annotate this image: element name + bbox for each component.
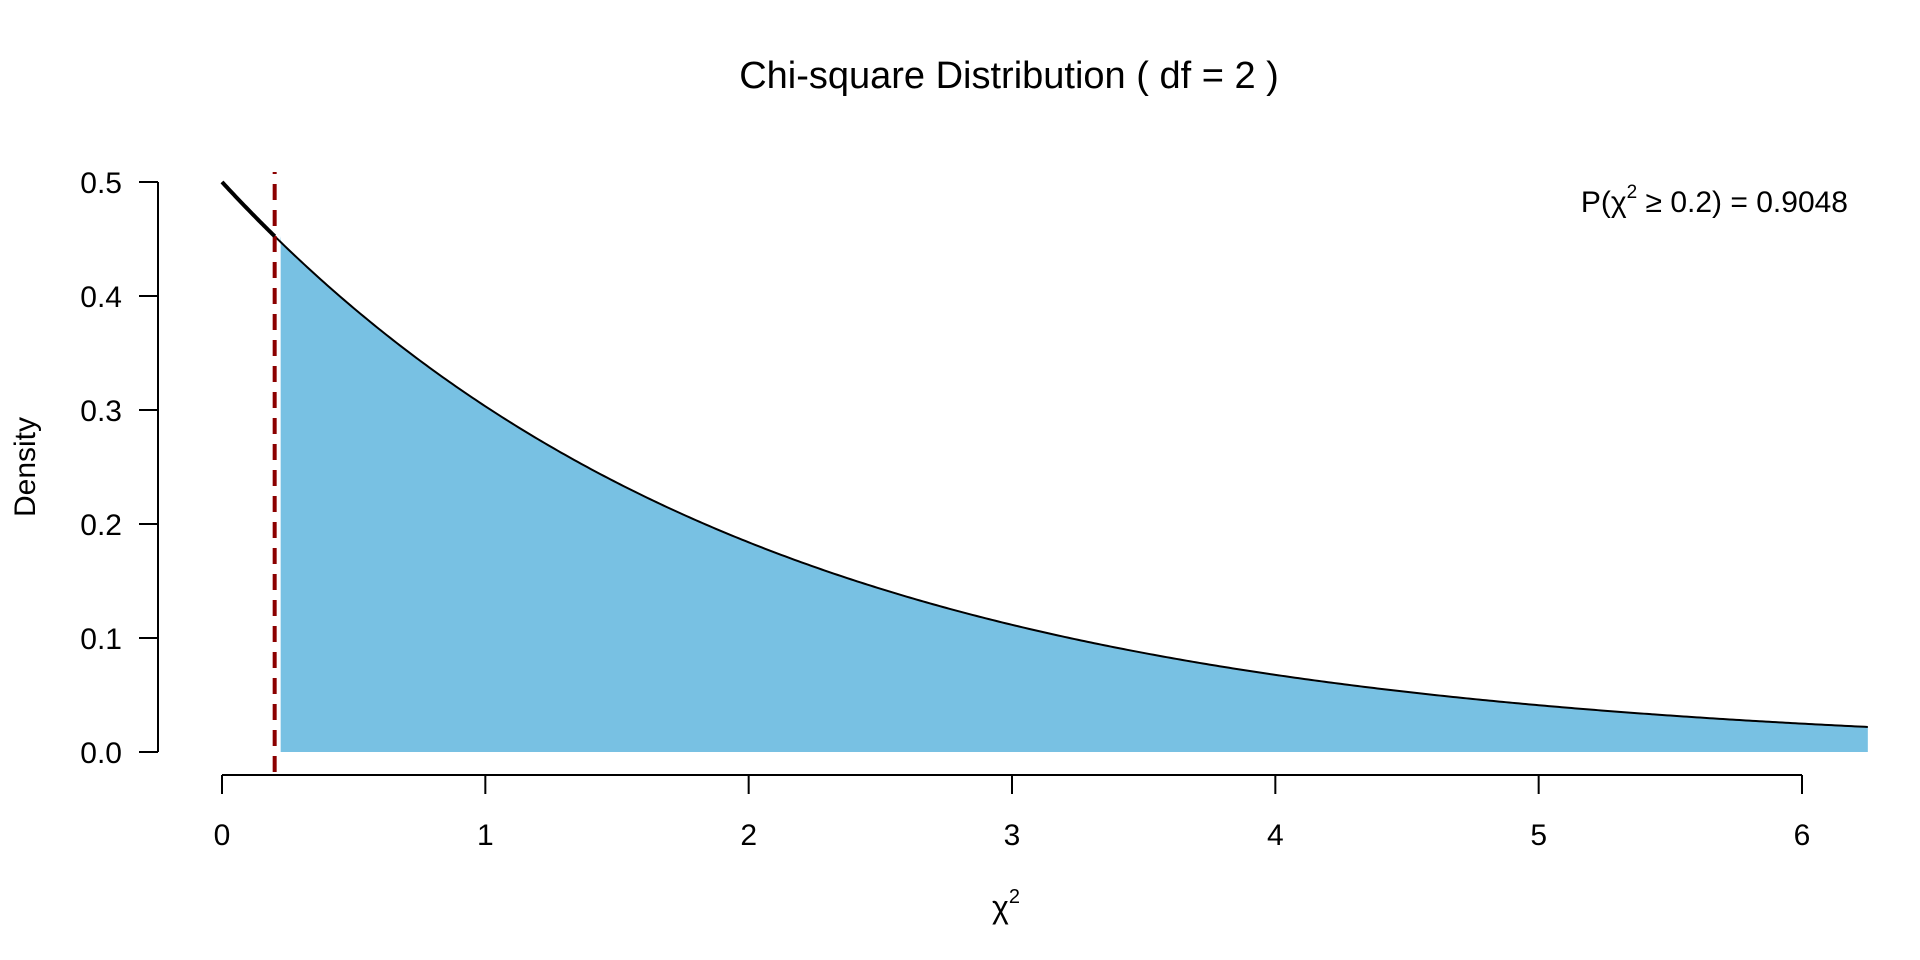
y-tick-label: 0.0	[80, 737, 122, 770]
x-tick-label: 0	[214, 819, 231, 852]
density-curve	[221, 181, 1868, 728]
x-tick-label: 1	[477, 819, 494, 852]
y-tick-label: 0.2	[80, 509, 122, 542]
x-axis: 0 1 2 3 4 5 6	[214, 774, 1811, 852]
density-curve-left-segment	[220, 180, 277, 238]
y-tick-label: 0.4	[80, 281, 122, 314]
annotation-sup: 2	[1627, 182, 1638, 203]
y-tick-label: 0.5	[80, 167, 122, 200]
y-tick-label: 0.3	[80, 395, 122, 428]
y-tick-label: 0.1	[80, 623, 122, 656]
probability-annotation: P(χ2 ≥ 0.2) = 0.9048	[1581, 182, 1848, 219]
annotation-suffix: ≥ 0.2) = 0.9048	[1637, 186, 1848, 219]
x-axis-label-sup: 2	[1009, 886, 1020, 908]
x-tick-label: 5	[1530, 819, 1547, 852]
x-tick-label: 3	[1004, 819, 1021, 852]
x-tick-label: 2	[740, 819, 757, 852]
x-tick-label: 4	[1267, 819, 1284, 852]
plot-area	[220, 172, 1868, 772]
y-axis: 0.0 0.1 0.2 0.3 0.4 0.5	[80, 167, 159, 770]
x-axis-label-base: χ	[992, 889, 1009, 925]
y-axis-label: Density	[9, 417, 42, 517]
annotation-prefix: P(χ	[1581, 186, 1627, 219]
shaded-area	[279, 236, 1868, 753]
x-tick-label: 6	[1794, 819, 1811, 852]
chart-title: Chi-square Distribution ( df = 2 )	[739, 55, 1279, 97]
x-axis-label: χ2	[992, 886, 1020, 925]
